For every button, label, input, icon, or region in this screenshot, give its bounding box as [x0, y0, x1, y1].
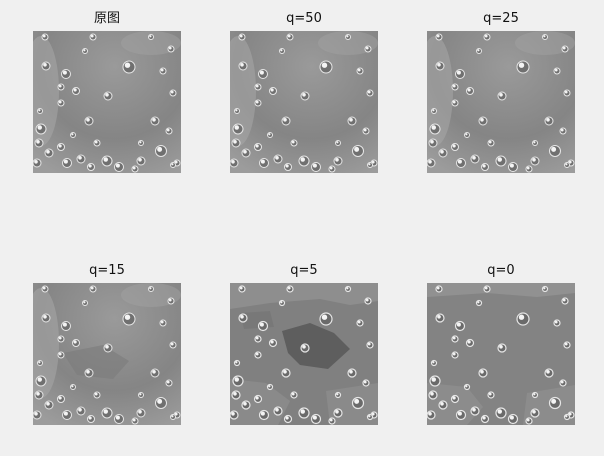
- panel-title: q=25: [483, 11, 519, 26]
- bubble-image: [230, 283, 378, 425]
- bubble-image: [33, 283, 181, 425]
- bubble-image: [230, 31, 378, 173]
- panel-title: q=50: [286, 11, 322, 26]
- bubble-image: [427, 31, 575, 173]
- panel-title: 原图: [93, 11, 120, 26]
- bubble-image: [33, 31, 181, 173]
- panel-title: q=15: [89, 263, 125, 278]
- panel-title: q=0: [487, 263, 515, 278]
- bubble-image: [427, 283, 575, 425]
- panel-title: q=5: [290, 263, 318, 278]
